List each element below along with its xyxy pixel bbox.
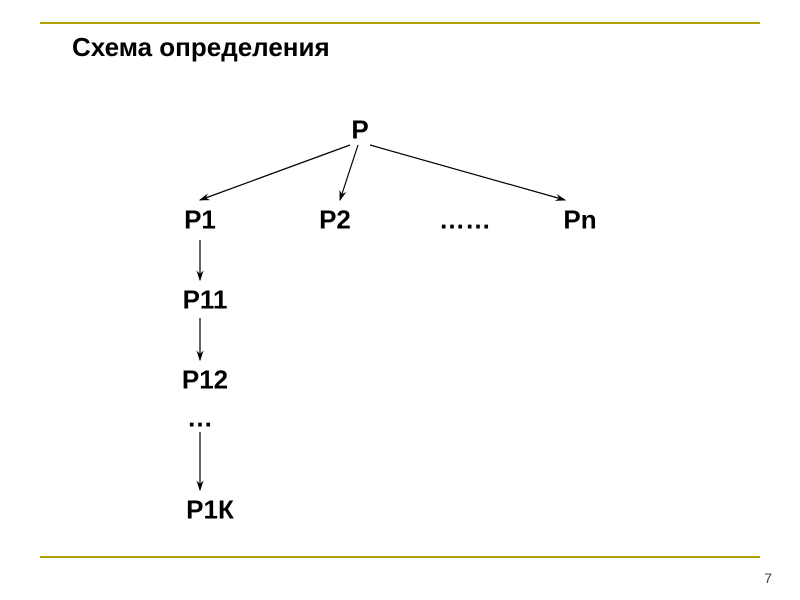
tree-node-vdots: … (187, 403, 213, 434)
divider-top (40, 22, 760, 24)
tree-node-P1: P1 (184, 205, 216, 236)
tree-node-dots: …… (439, 205, 491, 236)
tree-edges (0, 0, 800, 600)
page-title: Схема определения (72, 32, 330, 63)
tree-node-P11: P11 (183, 285, 228, 316)
tree-node-Pn: Pn (563, 205, 596, 236)
page-number: 7 (764, 570, 772, 586)
tree-node-P2: P2 (319, 205, 351, 236)
divider-bottom (40, 556, 760, 558)
tree-node-P12: P12 (182, 365, 228, 396)
tree-node-P: P (351, 115, 368, 146)
tree-node-P1K: P1К (186, 495, 234, 526)
